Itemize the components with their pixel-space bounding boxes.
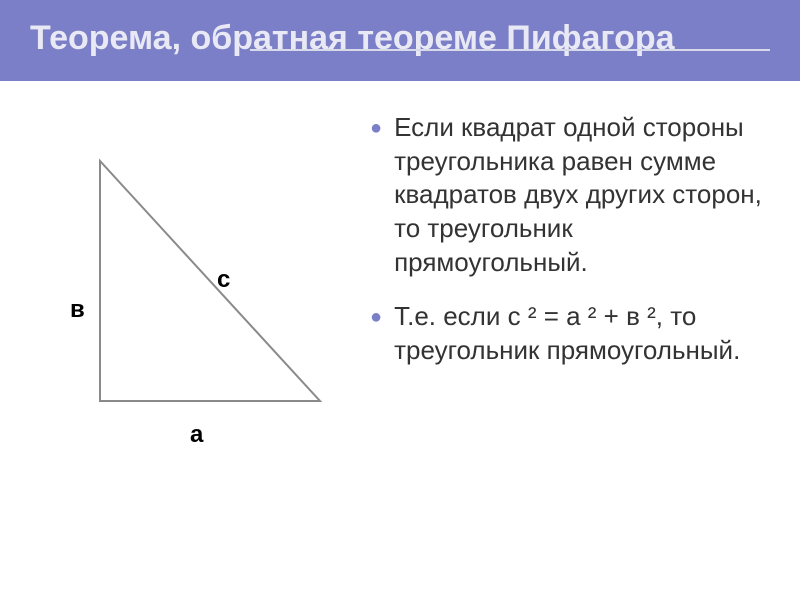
bullet-item-1: ● Если квадрат одной стороны треугольник… [370,111,770,280]
header-underline [250,49,770,51]
diagram-area: в с а [40,111,350,451]
bullet-text-2: Т.е. если с ² = а ² + в ², то треугольни… [394,300,770,368]
bullet-item-2: ● Т.е. если с ² = а ² + в ², то треуголь… [370,300,770,368]
label-side-c: с [217,266,230,294]
slide-container: Теорема, обратная теореме Пифагора в с а… [0,0,800,600]
triangle-shape [100,161,320,401]
bullet-text-1: Если квадрат одной стороны треугольника … [394,111,770,280]
bullet-marker-icon: ● [370,306,382,329]
label-side-a: а [190,421,203,449]
text-area: ● Если квадрат одной стороны треугольник… [370,111,770,451]
triangle-diagram [90,151,340,421]
slide-header: Теорема, обратная теореме Пифагора [0,0,800,81]
label-side-v: в [70,296,85,324]
slide-title: Теорема, обратная теореме Пифагора [30,18,770,59]
slide-content: в с а ● Если квадрат одной стороны треуг… [0,81,800,481]
bullet-marker-icon: ● [370,117,382,140]
